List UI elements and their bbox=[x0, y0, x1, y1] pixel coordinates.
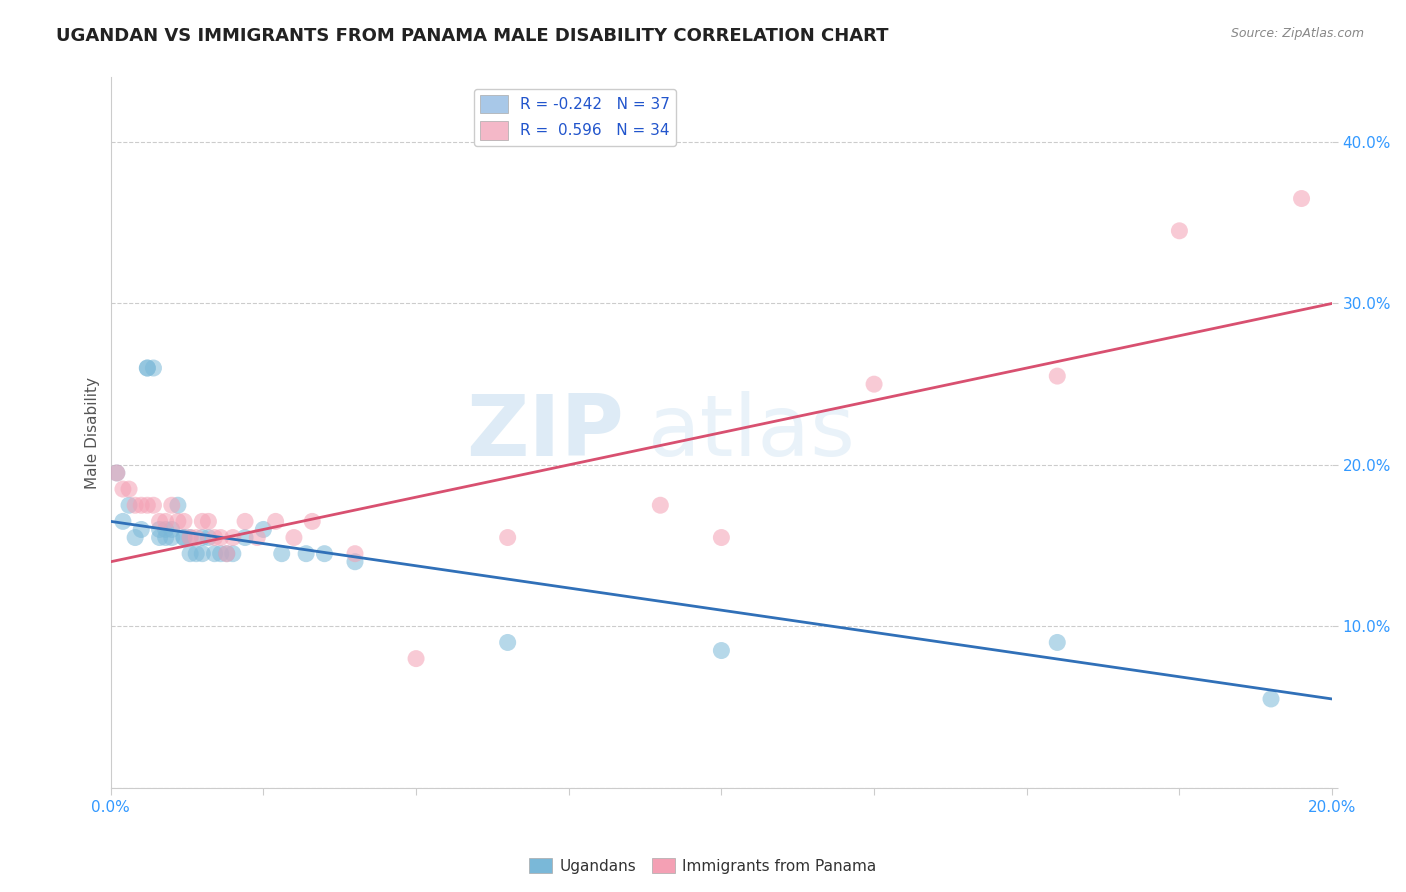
Point bbox=[650, 498, 672, 512]
Point bbox=[167, 515, 190, 529]
Point bbox=[160, 523, 183, 537]
Y-axis label: Male Disability: Male Disability bbox=[86, 376, 100, 489]
Point bbox=[160, 498, 183, 512]
Point bbox=[136, 361, 159, 376]
Point bbox=[197, 515, 219, 529]
Point bbox=[173, 531, 195, 545]
Point bbox=[314, 547, 336, 561]
Point bbox=[136, 361, 159, 376]
Point bbox=[129, 498, 152, 512]
Point bbox=[215, 547, 238, 561]
Point bbox=[179, 547, 201, 561]
Point bbox=[148, 531, 170, 545]
Point bbox=[179, 531, 201, 545]
Point bbox=[301, 515, 323, 529]
Point bbox=[222, 547, 245, 561]
Point bbox=[129, 523, 152, 537]
Point bbox=[111, 515, 134, 529]
Text: Source: ZipAtlas.com: Source: ZipAtlas.com bbox=[1230, 27, 1364, 40]
Point bbox=[204, 547, 226, 561]
Point bbox=[191, 547, 214, 561]
Point bbox=[405, 651, 427, 665]
Point bbox=[118, 482, 141, 496]
Point bbox=[1046, 369, 1069, 384]
Point bbox=[209, 531, 232, 545]
Point bbox=[233, 515, 256, 529]
Point bbox=[295, 547, 318, 561]
Point bbox=[1291, 192, 1313, 206]
Point bbox=[179, 531, 201, 545]
Point bbox=[283, 531, 305, 545]
Text: atlas: atlas bbox=[648, 391, 856, 474]
Text: UGANDAN VS IMMIGRANTS FROM PANAMA MALE DISABILITY CORRELATION CHART: UGANDAN VS IMMIGRANTS FROM PANAMA MALE D… bbox=[56, 27, 889, 45]
Point bbox=[155, 523, 177, 537]
Point bbox=[111, 482, 134, 496]
Point bbox=[246, 531, 269, 545]
Text: ZIP: ZIP bbox=[465, 391, 624, 474]
Point bbox=[264, 515, 287, 529]
Point bbox=[124, 498, 146, 512]
Point bbox=[155, 531, 177, 545]
Point bbox=[186, 531, 208, 545]
Point bbox=[343, 547, 366, 561]
Point bbox=[148, 515, 170, 529]
Legend: R = -0.242   N = 37, R =  0.596   N = 34: R = -0.242 N = 37, R = 0.596 N = 34 bbox=[474, 88, 676, 145]
Point bbox=[222, 531, 245, 545]
Point bbox=[173, 515, 195, 529]
Point bbox=[204, 531, 226, 545]
Point bbox=[496, 531, 519, 545]
Point bbox=[105, 466, 128, 480]
Point bbox=[142, 498, 165, 512]
Point bbox=[142, 361, 165, 376]
Point bbox=[118, 498, 141, 512]
Point bbox=[252, 523, 274, 537]
Point bbox=[710, 531, 733, 545]
Point bbox=[209, 547, 232, 561]
Point bbox=[148, 523, 170, 537]
Point bbox=[343, 555, 366, 569]
Point bbox=[197, 531, 219, 545]
Point bbox=[167, 498, 190, 512]
Point bbox=[496, 635, 519, 649]
Point bbox=[105, 466, 128, 480]
Point bbox=[173, 531, 195, 545]
Point bbox=[1046, 635, 1069, 649]
Legend: Ugandans, Immigrants from Panama: Ugandans, Immigrants from Panama bbox=[523, 852, 883, 880]
Point bbox=[270, 547, 292, 561]
Point bbox=[191, 531, 214, 545]
Point bbox=[710, 643, 733, 657]
Point bbox=[136, 498, 159, 512]
Point bbox=[124, 531, 146, 545]
Point bbox=[863, 377, 886, 392]
Point bbox=[191, 515, 214, 529]
Point bbox=[160, 531, 183, 545]
Point bbox=[215, 547, 238, 561]
Point bbox=[155, 515, 177, 529]
Point bbox=[233, 531, 256, 545]
Point bbox=[186, 547, 208, 561]
Point bbox=[1260, 692, 1282, 706]
Point bbox=[1168, 224, 1191, 238]
